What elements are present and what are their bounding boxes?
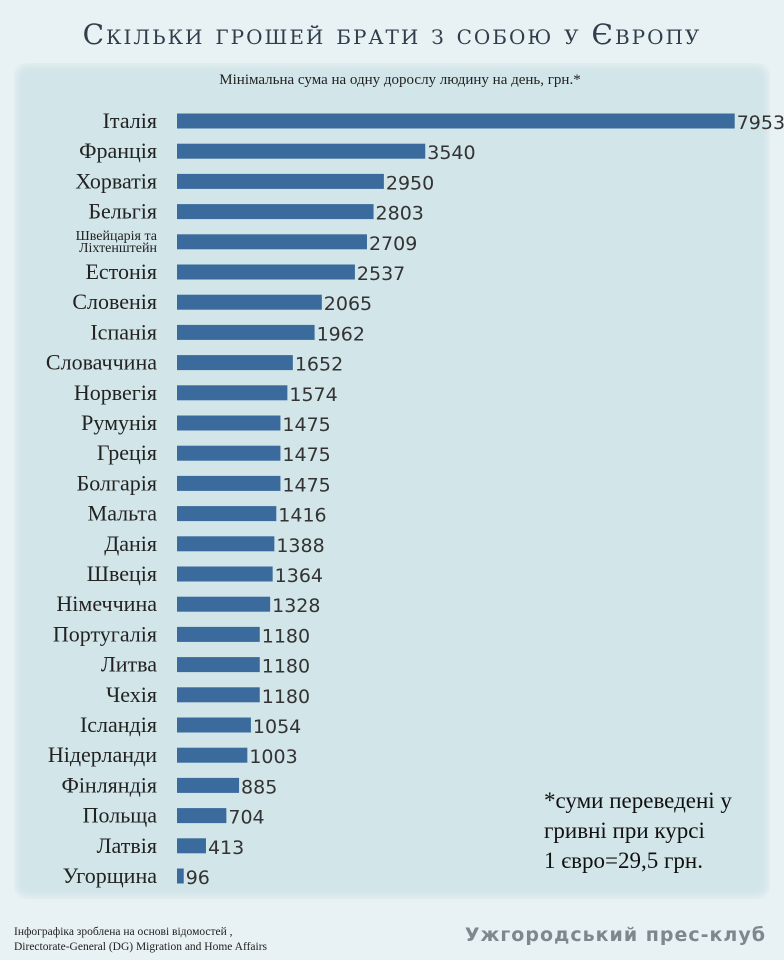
category-label: Хорватія [75,168,157,193]
category-label: Болгарія [77,470,157,495]
category-label: Латвія [97,833,157,858]
value-label: 1416 [278,505,326,527]
category-label: Естонія [85,259,157,284]
category-label: Німеччина [56,591,157,616]
bar [177,838,206,854]
bar [177,324,315,340]
bar [177,355,293,371]
value-label: 1180 [262,625,310,647]
value-label: 1475 [282,444,330,466]
value-label: 1475 [282,414,330,436]
note-line: *суми переведені у [544,788,732,813]
value-label: 2709 [369,233,417,255]
value-label: 2803 [376,203,424,225]
bar [177,113,735,129]
value-label: 2065 [324,293,372,315]
bar [177,294,322,310]
bar [177,868,184,884]
category-label: Румунія [81,410,157,435]
page-title: Скільки грошей брати з собою у Європу [82,18,702,51]
category-label: Бельгія [88,199,157,224]
note-line: гривні при курсі [544,818,705,843]
category-label: Мальта [88,501,158,526]
bar [177,596,271,612]
value-label: 1328 [272,595,320,617]
value-label: 885 [241,776,277,798]
category-label: Данія [104,531,157,556]
category-label: Італія [103,108,157,133]
bar [177,204,374,220]
bar [177,415,281,431]
currency-note: *суми переведені у гривні при курсі 1 єв… [544,786,764,876]
chart-panel [14,63,770,899]
value-label: 1003 [249,746,297,768]
bar [177,385,288,401]
category-label: Угорщина [63,863,158,888]
value-label: 1364 [275,565,323,587]
category-label: Словенія [72,289,157,314]
bar [177,173,384,189]
note-line: 1 євро=29,5 грн. [544,848,703,873]
category-label: Польща [83,803,158,828]
value-label: 2537 [357,263,405,285]
category-label: Іспанія [90,319,157,344]
category-label: Франція [79,138,157,163]
bar [177,234,367,250]
category-label: Греція [97,440,157,465]
bar [177,264,355,280]
value-label: 3540 [427,142,475,164]
category-label: Норвегія [74,380,157,405]
category-label: Португалія [53,621,157,646]
category-label: Фінляндія [61,772,157,797]
value-label: 7953 [737,112,784,134]
chart-subtitle: Мінімальна сума на одну дорослу людину н… [219,72,581,88]
value-label: 1180 [262,686,310,708]
brand-logo-text: Ужгородський прес-клуб [464,924,766,946]
bar [177,143,426,159]
value-label: 704 [228,807,264,829]
bar [177,536,275,552]
category-label: Швейцарія та Ліхтенштейн [76,229,158,256]
category-label: Чехія [106,682,157,707]
category-label: Швеція [87,561,157,586]
bar [177,777,240,793]
bar [177,808,227,824]
value-label: 1574 [289,384,337,406]
bar [177,717,251,733]
value-label: 1180 [262,656,310,678]
value-label: 413 [208,837,244,859]
bar [177,506,277,522]
category-label: Литва [101,652,157,677]
bar [177,445,281,461]
source-line: Directorate-General (DG) Migration and H… [14,941,268,953]
source-line: Інфографіка зроблена на основі відомосте… [14,926,233,938]
bar [177,626,260,642]
value-label: 96 [186,867,210,889]
bar [177,475,281,491]
value-label: 1054 [253,716,301,738]
bar [177,657,260,673]
bar [177,747,248,763]
category-label: Нідерланди [48,742,157,767]
value-label: 1388 [276,535,324,557]
category-label: Ісландія [80,712,157,737]
bar [177,687,260,703]
category-label: Словаччина [46,350,157,375]
value-label: 1652 [295,354,343,376]
source-credit: Інфографіка зроблена на основі відомосте… [14,925,394,955]
value-label: 1962 [317,323,365,345]
value-label: 2950 [386,172,434,194]
bar [177,566,273,582]
value-label: 1475 [282,474,330,496]
